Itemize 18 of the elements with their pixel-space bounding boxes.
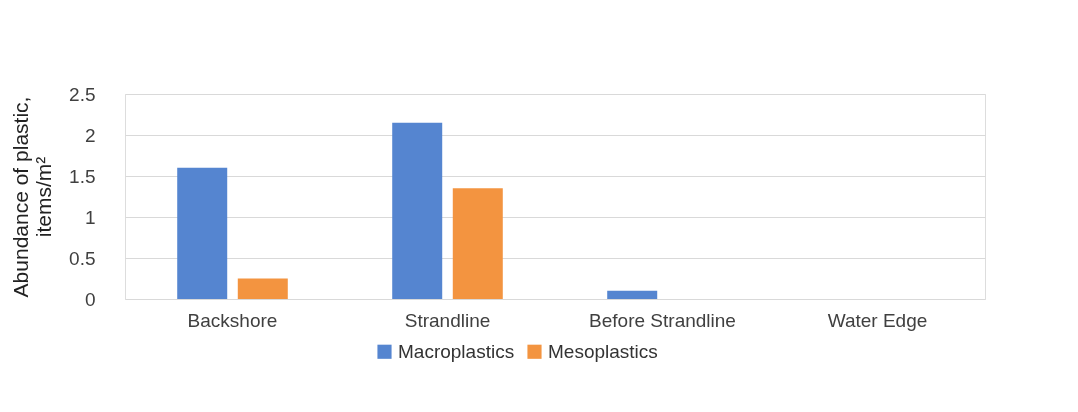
x-tick-label: Before Strandline: [589, 309, 736, 331]
y-tick-label: 1.5: [69, 165, 96, 187]
x-tick-label: Backshore: [187, 309, 278, 331]
y-tick-label: 2.5: [69, 83, 96, 105]
bar: [237, 278, 288, 299]
bar: [452, 188, 503, 299]
x-tick-label: Water Edge: [827, 309, 928, 331]
bar: [177, 167, 228, 299]
y-tick-label: 0: [84, 288, 96, 310]
bar: [392, 122, 443, 299]
legend-label: Mesoplastics: [548, 340, 658, 362]
y-tick-label: 1: [84, 206, 96, 228]
y-axis-title: Abundance of plastic, items/m²: [9, 96, 56, 298]
legend-label: Macroplastics: [398, 340, 515, 362]
y-tick-label: 2: [84, 124, 96, 146]
bar: [607, 290, 658, 299]
x-tick-label: Strandline: [404, 309, 491, 331]
y-tick-label: 0.5: [69, 247, 96, 269]
